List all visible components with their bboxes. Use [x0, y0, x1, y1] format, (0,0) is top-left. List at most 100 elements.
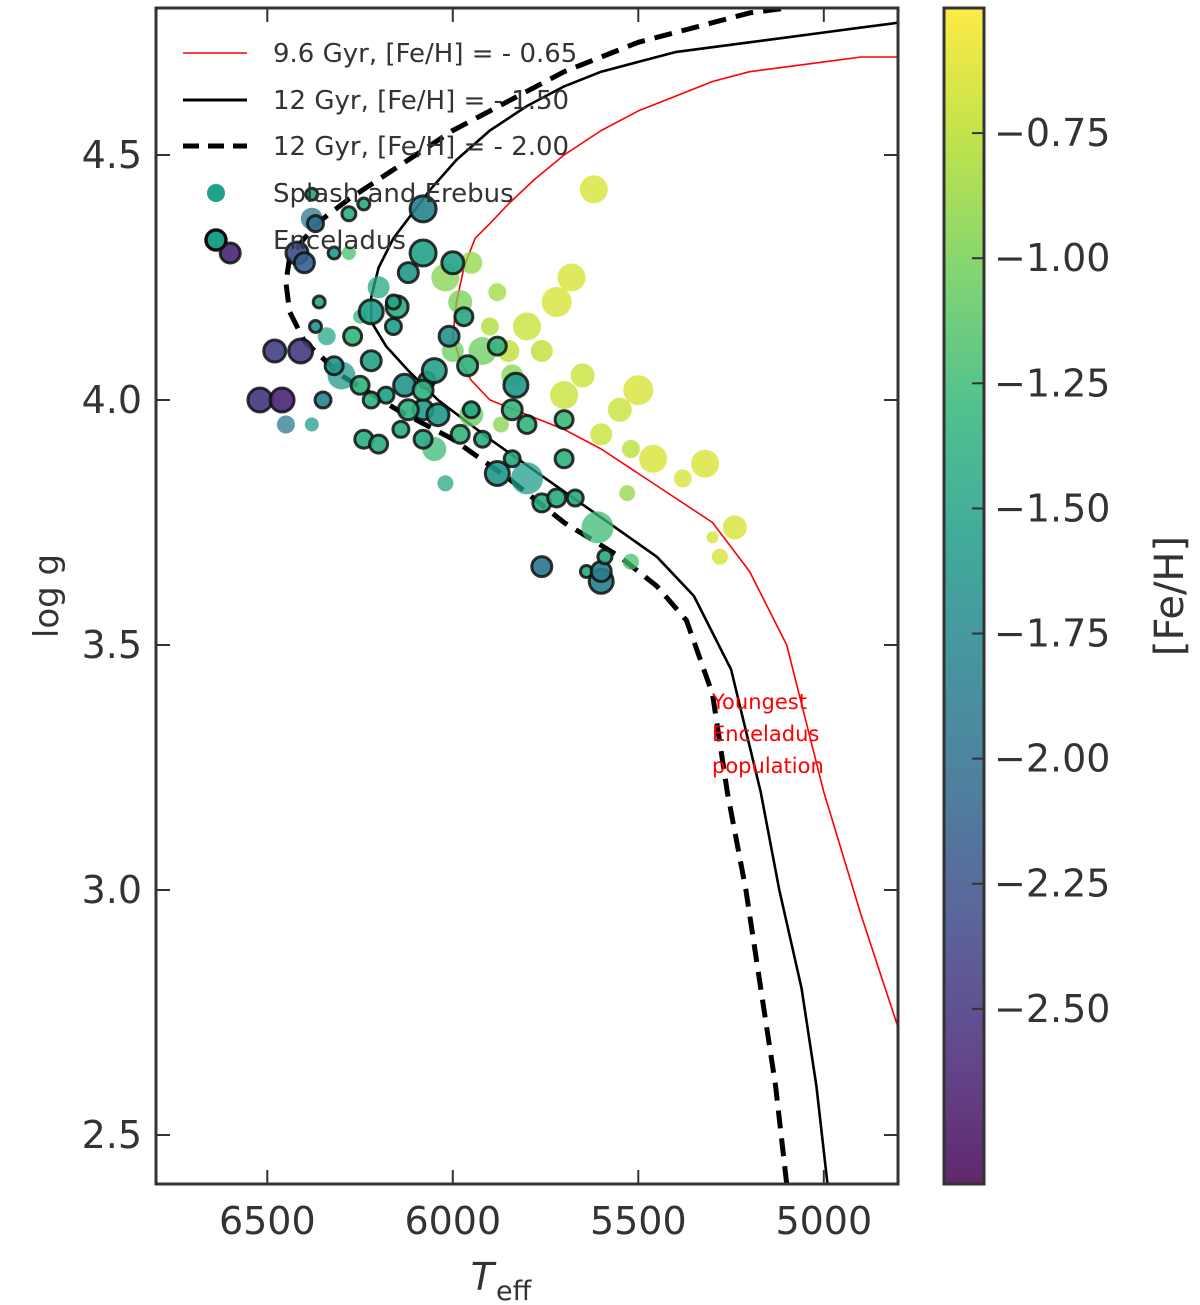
legend-label-enceladus: Enceladus [273, 226, 406, 256]
enceladus-point [391, 419, 411, 439]
enceladus-point [456, 354, 480, 378]
enceladus-point [486, 335, 508, 357]
y-tick-label: 3.5 [82, 623, 142, 667]
enceladus-point [287, 337, 315, 365]
enceladus-point [565, 488, 585, 508]
splash-erebus-point [570, 363, 595, 388]
enceladus-point [408, 194, 438, 224]
y-tick-label: 4.0 [82, 378, 142, 422]
colorbar: −0.75 −1.00 −1.25 −1.50 −1.75 −2.00 −2.25 −2.50… [942, 6, 1193, 1186]
enceladus-point [311, 294, 327, 310]
enceladus-point [420, 357, 448, 385]
enceladus-point [340, 205, 358, 223]
enceladus-point [553, 448, 575, 470]
enceladus-point [304, 186, 320, 202]
enceladus-point [483, 460, 511, 487]
enceladus-point [502, 371, 530, 399]
enceladus-point [530, 555, 554, 579]
enceladus-point [449, 423, 471, 445]
enceladus-point [357, 298, 385, 326]
splash-erebus-point [493, 416, 509, 433]
enceladus-point [440, 250, 466, 276]
enceladus-point [546, 487, 568, 509]
colorbar-tick-label: −2.50 [994, 987, 1110, 1031]
enceladus-point [396, 261, 420, 285]
enceladus-point [268, 386, 296, 414]
plot-frame [154, 6, 900, 1186]
splash-erebus-point [619, 485, 636, 502]
legend-marker-splash-erebus [207, 184, 225, 202]
isochrone-line-1 [451, 56, 898, 1028]
annotation-line-2: Enceladus [712, 722, 819, 746]
enceladus-point [308, 319, 323, 334]
isochrone-line-3 [283, 8, 790, 1184]
enceladus-point [262, 338, 288, 364]
splash-erebus-points [276, 175, 747, 570]
enceladus-point [553, 409, 575, 431]
enceladus-point [384, 293, 402, 311]
colorbar-gradient [944, 8, 984, 1184]
enceladus-point [292, 251, 316, 275]
enceladus-point [356, 196, 372, 212]
colorbar-tick-label: −1.50 [994, 486, 1110, 530]
enceladus-point [453, 306, 475, 328]
colorbar-tick-label: −1.25 [994, 361, 1110, 405]
enceladus-point [326, 245, 342, 261]
enceladus-point [342, 325, 364, 347]
enceladus-point [411, 378, 435, 402]
enceladus-point [368, 433, 390, 455]
splash-erebus-point [581, 511, 614, 544]
enceladus-point [246, 386, 274, 414]
enceladus-points [218, 186, 615, 595]
enceladus-point [408, 238, 438, 268]
enceladus-point [383, 317, 403, 336]
splash-erebus-point [557, 263, 586, 292]
annotation-line-3: population [712, 754, 824, 778]
axis-labels: T eff log g [27, 554, 533, 1305]
splash-erebus-point [711, 548, 728, 565]
splash-erebus-point [673, 469, 692, 488]
x-tick-label: 5000 [775, 1199, 872, 1243]
colorbar-ticks: −0.75 −1.00 −1.25 −1.50 −1.75 −2.00 −2.25 −2.50 [972, 111, 1110, 1031]
x-tick-label: 6000 [404, 1199, 501, 1243]
splash-erebus-point [367, 276, 390, 299]
splash-erebus-point [706, 531, 719, 544]
enceladus-point [306, 214, 325, 234]
splash-erebus-point [722, 515, 747, 540]
y-tick-label: 2.5 [82, 1113, 142, 1157]
y-tick-label: 4.5 [82, 133, 142, 177]
enceladus-point [349, 374, 371, 396]
splash-erebus-point [276, 415, 295, 434]
colorbar-tick-label: −2.00 [994, 737, 1110, 781]
colorbar-tick-label: −0.75 [994, 111, 1110, 155]
colorbar-label: [Fe/H] [1147, 536, 1193, 656]
isochrone-line-2 [369, 21, 898, 1184]
splash-erebus-point [317, 327, 336, 346]
legend-label-splash-erebus: Splash and Erebus [273, 179, 514, 209]
splash-erebus-point [639, 444, 668, 473]
splash-erebus-point [541, 287, 572, 317]
enceladus-point [396, 398, 420, 422]
splash-erebus-point [341, 246, 356, 260]
splash-erebus-point [622, 553, 639, 570]
splash-erebus-point [511, 462, 543, 495]
colorbar-tick-label: −1.00 [994, 236, 1110, 280]
splash-erebus-point [623, 375, 654, 406]
enceladus-point [218, 241, 242, 265]
x-axis-label-subscript: eff [496, 1276, 533, 1305]
x-tick-label: 5500 [590, 1199, 687, 1243]
x-axis-label: T [471, 1255, 497, 1299]
colorbar-tick-label: −2.25 [994, 862, 1110, 906]
enceladus-point [500, 398, 524, 422]
splash-erebus-point [304, 417, 319, 432]
enceladus-point [596, 548, 614, 566]
splash-erebus-point [590, 423, 613, 446]
enceladus-point [359, 349, 383, 373]
splash-erebus-point [579, 175, 608, 204]
enceladus-point [516, 414, 538, 435]
legend-marker-enceladus [204, 228, 228, 252]
splash-erebus-point [691, 449, 720, 478]
legend-label-12gyr-150: 12 Gyr, [Fe/H] = - 1.50 [273, 86, 569, 116]
x-tick-label: 6500 [219, 1199, 316, 1243]
annotation-youngest-enceladus: Youngest Enceladus population [711, 690, 824, 778]
